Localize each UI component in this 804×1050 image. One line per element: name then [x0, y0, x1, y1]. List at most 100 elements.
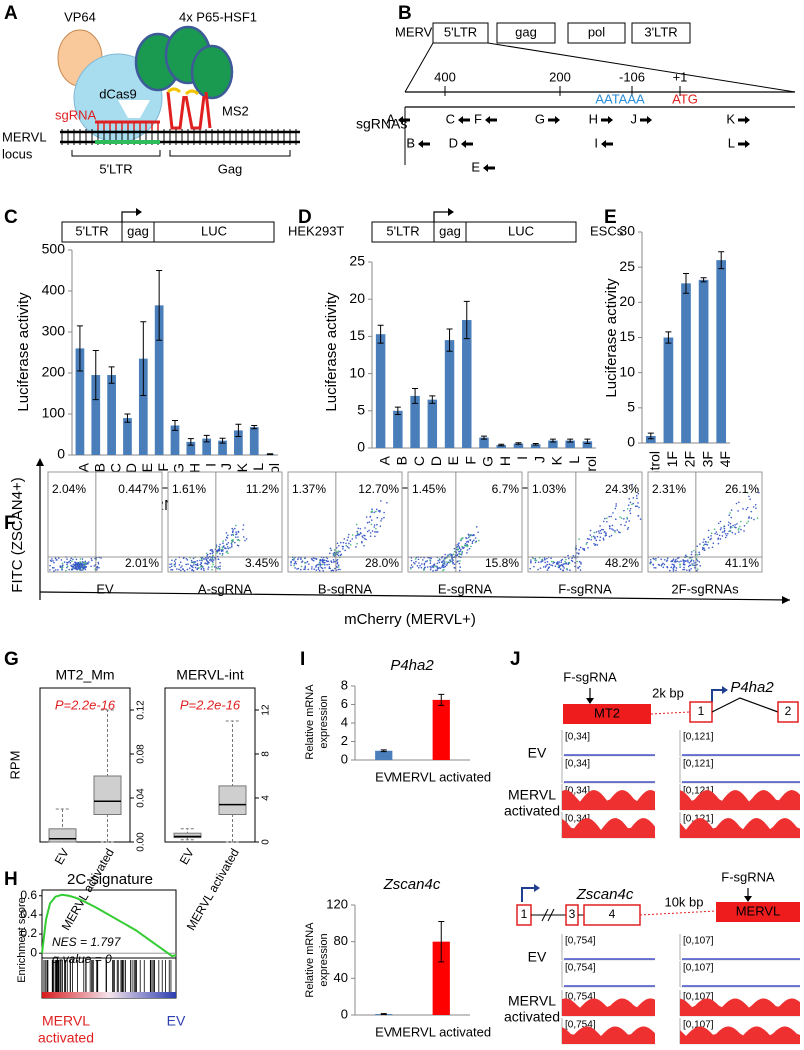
guide-head — [744, 896, 752, 902]
y-tick-label: 0.2 — [20, 926, 37, 940]
flow-dot — [90, 557, 93, 560]
flow-dot — [551, 564, 554, 567]
flow-dot — [574, 561, 576, 564]
label: 1 — [521, 907, 528, 921]
bar — [170, 425, 180, 455]
flow-dot — [216, 552, 218, 554]
flow-dot — [445, 564, 448, 567]
flow-dot — [206, 563, 208, 565]
flow-dot — [578, 565, 581, 568]
flow-dot — [375, 527, 377, 530]
flow-dot — [690, 559, 693, 562]
flow-dot — [726, 532, 729, 535]
flow-dot — [649, 562, 651, 564]
y-tick-label: 5 — [357, 402, 365, 418]
flow-dot — [594, 536, 596, 539]
flow-dot — [327, 560, 330, 563]
flow-dot — [179, 561, 182, 564]
flow-dot — [295, 562, 297, 565]
flow-dot — [696, 563, 698, 566]
flow-dot — [740, 528, 742, 531]
flow-dot — [636, 505, 639, 507]
flow-dot — [729, 529, 732, 532]
flow-dot — [582, 548, 585, 551]
flow-dot — [672, 563, 675, 566]
label: [0,107] — [683, 1020, 714, 1031]
flow-dot — [196, 559, 199, 562]
flow-dot — [69, 559, 72, 562]
flow-dot — [75, 567, 77, 569]
flow-dot — [452, 553, 455, 556]
flow-dot — [219, 552, 221, 555]
error-bar — [718, 251, 725, 270]
flow-dot — [474, 537, 477, 539]
flow-dot — [49, 569, 51, 571]
flow-dot — [81, 563, 84, 566]
flow-dot — [315, 557, 318, 560]
label: gag — [515, 24, 537, 39]
flow-dot — [453, 566, 456, 569]
flow-dot — [206, 555, 208, 557]
flow-dot — [207, 566, 210, 568]
flow-dot — [458, 569, 461, 572]
label: 3.45% — [245, 556, 279, 570]
flow-dot — [543, 557, 546, 559]
flow-dot — [189, 564, 192, 567]
flow-dot — [209, 558, 212, 561]
flow-dot — [444, 563, 446, 565]
flow-dot — [210, 559, 212, 562]
flow-dot — [209, 552, 212, 555]
flow-dot — [680, 560, 682, 562]
zoom-line — [487, 42, 796, 93]
flow-dot — [609, 527, 611, 530]
flow-dot — [231, 531, 234, 534]
signal-area — [680, 790, 800, 810]
element-box — [631, 22, 691, 44]
flow-dot — [545, 565, 547, 567]
flow-dot — [346, 545, 349, 548]
y-tick-label: 200 — [42, 364, 66, 380]
guide-arrow — [601, 140, 613, 148]
flow-dot — [191, 568, 194, 571]
flow-dot — [331, 569, 334, 571]
flow-dot — [375, 531, 378, 533]
flow-dot — [579, 569, 582, 571]
flow-dot — [638, 506, 640, 509]
flow-dot — [735, 502, 738, 505]
guide-arrow — [398, 116, 410, 124]
flow-dot — [235, 524, 237, 527]
flow-dot — [54, 557, 57, 559]
error-bar — [235, 423, 242, 438]
y-tick-label: 400 — [42, 282, 66, 298]
error-bar — [172, 420, 178, 431]
label: 1.45% — [412, 482, 446, 496]
dotted-link — [639, 910, 717, 916]
flow-dot — [703, 549, 706, 551]
flow-dot — [232, 534, 235, 536]
flow-dot — [209, 549, 212, 552]
bar — [234, 430, 243, 455]
flow-dot — [729, 525, 732, 528]
x-tick-label: 1F — [664, 451, 680, 467]
bar — [530, 444, 541, 448]
flow-dot — [93, 565, 96, 567]
flow-dot — [51, 558, 53, 560]
flow-dot — [180, 569, 182, 572]
error-bar — [394, 406, 401, 416]
x-tick-label: A — [76, 462, 92, 472]
flow-dot — [300, 558, 302, 560]
flow-dot — [451, 560, 454, 563]
x-arrow — [39, 591, 791, 601]
flow-dot — [629, 509, 631, 512]
flow-dot — [627, 526, 630, 529]
flow-dot — [212, 561, 214, 564]
flow-dot — [461, 545, 463, 548]
bar — [548, 440, 558, 448]
flow-dot — [299, 568, 302, 571]
flow-dot — [414, 562, 416, 565]
flow-dot — [207, 568, 209, 570]
flow-dot — [362, 536, 364, 539]
error-bar — [267, 453, 274, 456]
flow-dot — [456, 561, 458, 563]
flow-dot — [173, 560, 176, 562]
